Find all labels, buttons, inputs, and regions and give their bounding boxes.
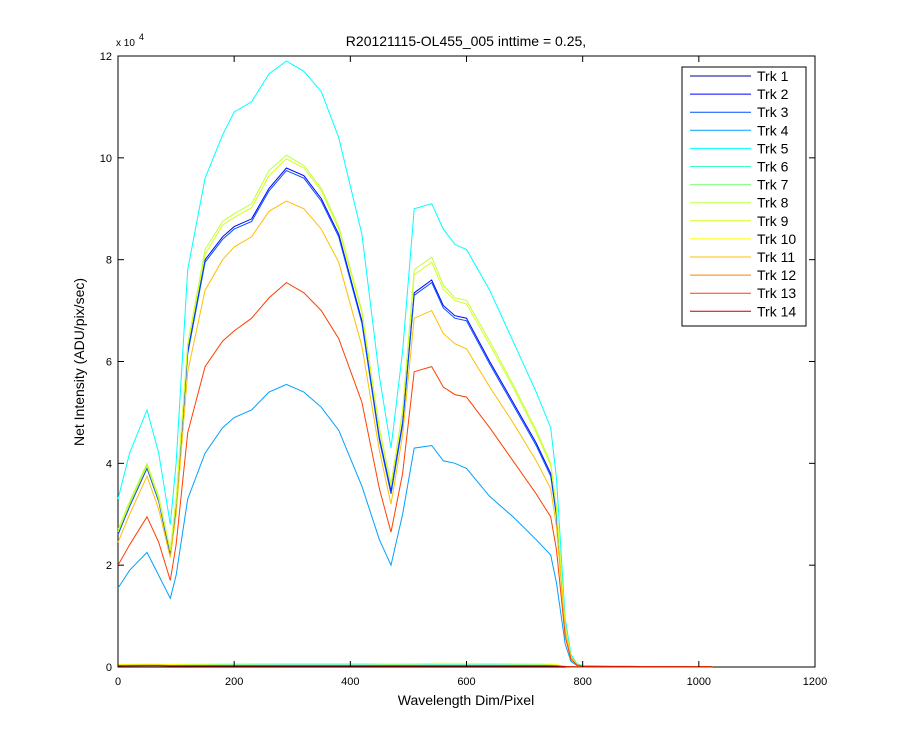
y-tick-label: 8 bbox=[106, 255, 112, 267]
legend-entry: Trk 10 bbox=[757, 231, 796, 247]
y-exponent-power: 4 bbox=[139, 32, 144, 42]
y-tick-label: 4 bbox=[106, 458, 112, 470]
legend-entry: Trk 5 bbox=[757, 140, 789, 156]
y-exponent-base: x 10 bbox=[116, 38, 135, 49]
y-tick-label: 2 bbox=[106, 560, 112, 572]
y-tick-label: 0 bbox=[106, 662, 112, 674]
legend-entry: Trk 3 bbox=[757, 104, 789, 120]
legend-entry: Trk 4 bbox=[757, 122, 789, 138]
y-ticks: 0 2 4 6 8 10 12 bbox=[100, 51, 815, 674]
y-tick-label: 10 bbox=[100, 153, 112, 165]
legend-entry: Trk 14 bbox=[757, 303, 796, 319]
legend-entry: Trk 7 bbox=[757, 177, 789, 193]
series-line-trk-14 bbox=[117, 665, 713, 668]
x-tick-label: 1000 bbox=[687, 676, 711, 688]
y-tick-label: 6 bbox=[106, 357, 112, 369]
legend-items: Trk 1 Trk 2 Trk 3 Trk 4 Trk 5 Trk 6 Trk 7 Trk 8… bbox=[690, 68, 796, 319]
legend-entry: Trk 6 bbox=[757, 159, 789, 175]
y-tick-label: 12 bbox=[100, 51, 112, 63]
legend-entry: Trk 12 bbox=[757, 267, 796, 283]
x-tick-label: 1200 bbox=[803, 676, 827, 688]
x-tick-label: 800 bbox=[573, 676, 591, 688]
legend-box bbox=[681, 66, 807, 327]
legend-entry: Trk 11 bbox=[757, 249, 795, 265]
series-layer bbox=[117, 60, 713, 668]
legend: Trk 1 Trk 2 Trk 3 Trk 4 Trk 5 Trk 6 Trk 7 Trk 8… bbox=[681, 66, 807, 327]
x-axis-label: Wavelength Dim/Pixel bbox=[398, 692, 534, 708]
series-line-trk-13 bbox=[117, 281, 713, 668]
legend-entry: Trk 13 bbox=[757, 285, 796, 301]
x-tick-label: 200 bbox=[225, 676, 243, 688]
y-axis-label: Net Intensity (ADU/pix/sec) bbox=[71, 278, 87, 446]
chart-title: R20121115-OL455_005 inttime = 0.25, bbox=[346, 33, 586, 49]
legend-entry: Trk 2 bbox=[757, 86, 789, 102]
legend-entry: Trk 9 bbox=[757, 213, 789, 229]
x-tick-label: 400 bbox=[341, 676, 359, 688]
series-line-trk-11 bbox=[117, 200, 713, 668]
series-line-trk-4 bbox=[117, 383, 713, 668]
x-ticks: 0 200 400 600 800 1000 1200 bbox=[115, 56, 827, 688]
x-tick-label: 600 bbox=[457, 676, 475, 688]
x-tick-label: 0 bbox=[115, 676, 121, 688]
legend-entry: Trk 1 bbox=[757, 68, 789, 84]
legend-entry: Trk 8 bbox=[757, 195, 789, 211]
